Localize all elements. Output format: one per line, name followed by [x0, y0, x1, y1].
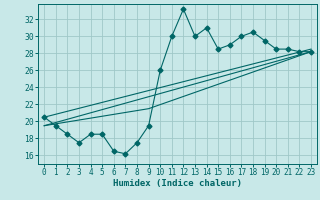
- X-axis label: Humidex (Indice chaleur): Humidex (Indice chaleur): [113, 179, 242, 188]
